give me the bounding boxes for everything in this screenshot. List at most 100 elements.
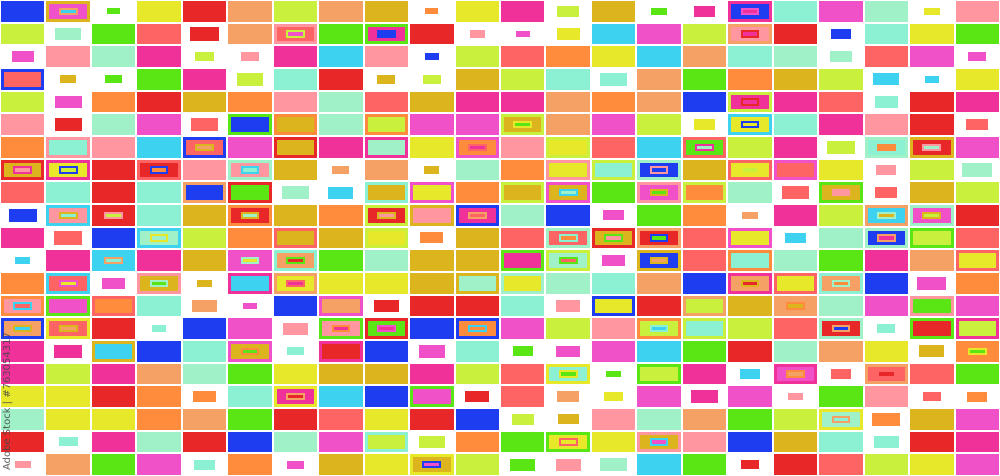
mosaic-tile <box>773 114 818 135</box>
mosaic-tile <box>819 69 863 90</box>
mosaic-tile <box>364 409 409 430</box>
mosaic-tile <box>682 409 727 430</box>
mosaic-tile <box>410 46 454 67</box>
mosaic-tile <box>319 386 363 407</box>
mosaic-tile <box>46 159 90 181</box>
mosaic-tile <box>546 137 590 158</box>
mosaic-tile <box>955 431 999 453</box>
mosaic-tile <box>819 91 863 113</box>
mosaic-tile <box>410 341 454 362</box>
inner-rectangle <box>606 370 621 378</box>
mosaic-tile <box>228 137 272 158</box>
mosaic-tile <box>319 363 363 385</box>
mosaic-tile <box>364 159 409 181</box>
mosaic-tile <box>773 273 818 294</box>
inner-rectangle <box>420 232 444 244</box>
mosaic-tile <box>137 295 181 317</box>
mosaic-tile <box>410 205 454 226</box>
mosaic-tile <box>773 46 818 67</box>
mosaic-tile <box>182 295 227 317</box>
mosaic-tile <box>228 114 272 135</box>
mosaic-tile <box>728 137 772 158</box>
inner-rectangle <box>922 392 941 401</box>
inner-rectangle <box>558 256 578 265</box>
mosaic-tile <box>591 295 636 317</box>
mosaic-tile <box>410 363 454 385</box>
mosaic-tile <box>46 1 90 22</box>
mosaic-tile <box>637 431 681 453</box>
mosaic-tile <box>864 273 909 294</box>
inner-rectangle <box>15 257 31 265</box>
mosaic-tile <box>955 386 999 407</box>
inner-rectangle <box>376 211 396 219</box>
mosaic-tile <box>955 159 999 181</box>
mosaic-tile <box>501 46 545 67</box>
mosaic-tile <box>955 205 999 226</box>
mosaic-tile <box>137 205 181 226</box>
inner-rectangle <box>58 437 78 447</box>
inner-rectangle <box>556 345 581 358</box>
mosaic-tile <box>364 182 409 203</box>
mosaic-tile <box>591 159 636 181</box>
inner-rectangle <box>600 458 628 472</box>
mosaic-tile <box>1 23 45 45</box>
mosaic-tile <box>728 114 772 135</box>
mosaic-tile <box>364 227 409 249</box>
mosaic-tile <box>91 341 136 362</box>
mosaic-tile <box>364 1 409 22</box>
mosaic-tile <box>955 23 999 45</box>
inner-rectangle <box>189 27 220 41</box>
inner-rectangle <box>286 460 305 469</box>
inner-rectangle <box>240 256 260 265</box>
mosaic-tile <box>728 454 772 475</box>
mosaic-tile <box>637 114 681 135</box>
mosaic-tile <box>319 91 363 113</box>
mosaic-tile <box>182 205 227 226</box>
inner-rectangle <box>740 279 760 287</box>
mosaic-tile <box>364 363 409 385</box>
mosaic-tile <box>455 1 499 22</box>
mosaic-tile <box>228 318 272 339</box>
mosaic-tile <box>137 23 181 45</box>
mosaic-tile <box>682 431 727 453</box>
mosaic-tile <box>682 46 727 67</box>
mosaic-tile <box>682 363 727 385</box>
inner-rectangle <box>831 279 851 287</box>
inner-rectangle <box>967 391 988 402</box>
inner-rectangle <box>831 324 851 333</box>
mosaic-tile <box>955 454 999 475</box>
inner-rectangle <box>740 166 760 174</box>
mosaic-tile <box>319 454 363 475</box>
mosaic-tile <box>455 363 499 385</box>
inner-rectangle <box>739 369 761 379</box>
mosaic-tile <box>910 363 954 385</box>
mosaic-tile <box>273 409 318 430</box>
mosaic-tile <box>910 23 954 45</box>
inner-rectangle <box>873 73 900 86</box>
mosaic-tile <box>819 454 863 475</box>
mosaic-tile <box>455 205 499 226</box>
inner-rectangle <box>649 256 669 265</box>
mosaic-tile <box>910 431 954 453</box>
mosaic-tile <box>955 341 999 362</box>
mosaic-tile <box>364 454 409 475</box>
mosaic-tile <box>455 227 499 249</box>
mosaic-tile <box>910 205 954 226</box>
mosaic-tile <box>273 454 318 475</box>
mosaic-tile <box>864 182 909 203</box>
mosaic-tile <box>910 1 954 22</box>
inner-rectangle <box>649 166 669 174</box>
mosaic-tile <box>91 69 136 90</box>
mosaic-tile <box>228 295 272 317</box>
mosaic-tile <box>637 363 681 385</box>
inner-rectangle <box>874 96 899 108</box>
mosaic-tile <box>182 431 227 453</box>
mosaic-tile <box>637 159 681 181</box>
mosaic-tile <box>591 454 636 475</box>
mosaic-tile <box>182 227 227 249</box>
mosaic-tile <box>228 273 272 294</box>
mosaic-tile <box>228 91 272 113</box>
mosaic-tile <box>682 205 727 226</box>
mosaic-tile <box>137 409 181 430</box>
mosaic-tile <box>546 386 590 407</box>
